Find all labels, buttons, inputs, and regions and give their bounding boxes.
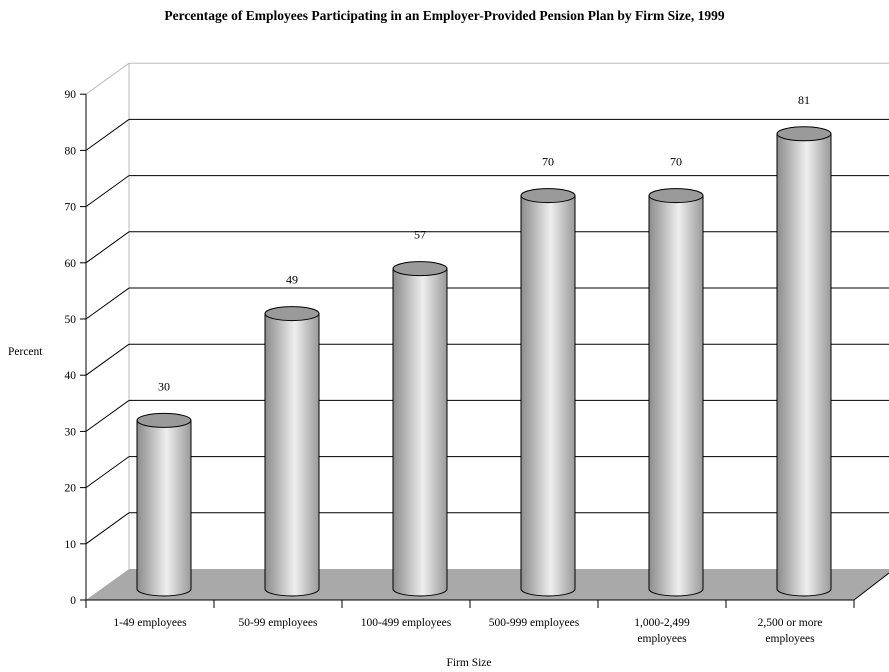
bars bbox=[136, 126, 832, 597]
bar-top bbox=[136, 412, 192, 428]
x-axis-title: Firm Size bbox=[446, 657, 491, 669]
gridline-side bbox=[85, 231, 130, 264]
y-tick-label: 50 bbox=[65, 314, 77, 326]
data-label: 30 bbox=[158, 379, 170, 393]
floor-plane bbox=[86, 569, 889, 600]
y-tick-label: 70 bbox=[65, 202, 77, 214]
y-tick-label: 10 bbox=[65, 539, 77, 551]
bar-body bbox=[136, 419, 192, 597]
gridline-side bbox=[85, 175, 130, 208]
y-tick-label: 30 bbox=[65, 426, 77, 438]
bar-top bbox=[776, 126, 832, 142]
y-tick-label: 0 bbox=[70, 595, 76, 607]
bar-body bbox=[776, 133, 832, 597]
chart-floor bbox=[86, 569, 889, 600]
x-category-label: 1-49 employees bbox=[113, 617, 187, 629]
bar-top bbox=[264, 306, 320, 322]
data-label: 81 bbox=[798, 93, 810, 107]
x-category-label: 2,500 or more bbox=[758, 617, 823, 629]
bar-top bbox=[520, 188, 576, 204]
y-axis-title: Percent bbox=[8, 346, 43, 358]
data-label: 70 bbox=[670, 155, 682, 169]
gridline-side bbox=[85, 287, 130, 320]
bar-body bbox=[392, 268, 448, 597]
chart-title: Percentage of Employees Participating in… bbox=[164, 8, 725, 23]
gridline-side bbox=[85, 456, 130, 489]
gridline-side bbox=[85, 343, 130, 376]
gridline-side bbox=[85, 118, 130, 151]
x-category-label: 1,000-2,499 bbox=[634, 617, 690, 629]
axes bbox=[80, 93, 889, 608]
data-label: 49 bbox=[286, 273, 298, 287]
y-tick-label: 90 bbox=[65, 89, 77, 101]
data-label: 70 bbox=[542, 155, 554, 169]
x-category-label: 500-999 employees bbox=[489, 617, 580, 629]
gridline-side bbox=[85, 399, 130, 432]
gridlines bbox=[85, 62, 889, 569]
side-wall-top-edge bbox=[85, 62, 130, 95]
bar-body bbox=[264, 313, 320, 597]
x-category-label: 100-499 employees bbox=[361, 617, 452, 629]
y-tick-label: 80 bbox=[65, 145, 77, 157]
y-tick-label: 40 bbox=[65, 370, 77, 382]
x-category-label: employees bbox=[637, 633, 687, 645]
y-tick-label: 20 bbox=[65, 483, 77, 495]
data-label: 57 bbox=[414, 228, 426, 242]
x-category-label: 50-99 employees bbox=[239, 617, 318, 629]
floor-right-edge bbox=[853, 572, 889, 601]
bar-top bbox=[392, 261, 448, 277]
labels: 0 10 20 30 40 50 60 70 80 90 30 49 57 70 70 81 1-49 empl… bbox=[8, 89, 822, 669]
bar-top bbox=[648, 188, 704, 204]
x-category-label: employees bbox=[765, 633, 815, 645]
bar-body bbox=[520, 195, 576, 597]
gridline-side bbox=[85, 512, 130, 545]
y-tick-label: 60 bbox=[65, 258, 77, 270]
bar-body bbox=[648, 195, 704, 597]
